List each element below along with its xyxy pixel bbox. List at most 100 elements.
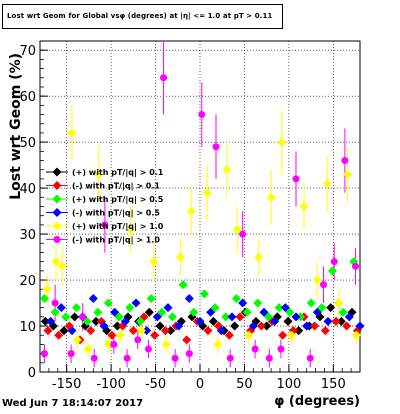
data-point (226, 354, 234, 362)
data-point (274, 303, 284, 313)
y-tick-label: 10 (19, 320, 36, 335)
legend-marker (52, 181, 62, 190)
data-point (292, 175, 300, 183)
data-point (103, 298, 113, 308)
data-point (227, 312, 237, 322)
data-point (238, 298, 248, 308)
data-point (144, 307, 154, 317)
data-point (326, 303, 336, 313)
data-point (277, 345, 285, 353)
data-point (203, 326, 213, 336)
x-tick-label: -100 (96, 377, 126, 392)
data-point (50, 307, 60, 317)
data-point (142, 326, 152, 336)
data-point (125, 303, 135, 313)
legend-label: (+) with pT/|q| > 0.1 (72, 168, 164, 177)
data-point (312, 307, 322, 317)
data-point (178, 280, 188, 290)
data-point (46, 316, 56, 326)
data-point (86, 326, 96, 336)
data-point (323, 316, 333, 326)
y-tick-label: 0 (28, 366, 36, 381)
chart-title: Lost wrt Geom for Global vsφ (degrees) a… (7, 12, 273, 20)
data-point (182, 335, 192, 345)
data-point (72, 335, 82, 345)
data-point (79, 313, 87, 321)
data-point (212, 143, 220, 151)
data-point (265, 354, 273, 362)
data-point (338, 307, 348, 317)
data-point (352, 262, 360, 270)
data-point (43, 326, 53, 336)
data-point (322, 179, 332, 189)
data-point (251, 345, 259, 353)
legend-label: (+) with pT/|q| > 0.5 (72, 195, 164, 204)
data-point (277, 137, 287, 147)
data-point (136, 326, 146, 336)
data-point (317, 303, 327, 313)
y-tick-label: 50 (19, 136, 36, 151)
data-point (242, 307, 252, 317)
data-point (262, 321, 272, 331)
data-point (144, 345, 152, 353)
data-point (110, 340, 118, 348)
axis-ticks: -150 -100 -50 0 50 100 150 0 10 20 30 40 50 60 70 (19, 40, 361, 392)
data-point (40, 316, 50, 326)
data-point (175, 252, 185, 262)
data-point (235, 312, 245, 322)
y-tick-label: 20 (19, 274, 36, 289)
data-point (291, 312, 301, 322)
data-point (126, 224, 136, 234)
data-point (155, 321, 165, 331)
data-point (42, 284, 52, 294)
data-point (254, 252, 264, 262)
data-point (222, 165, 232, 175)
data-point (299, 202, 309, 211)
legend-marker (52, 221, 62, 231)
data-point (294, 326, 304, 336)
data-point (70, 312, 80, 322)
data-point (94, 169, 104, 179)
data-point (206, 307, 216, 317)
data-point (320, 281, 328, 289)
data-point (320, 326, 330, 336)
data-point (259, 307, 269, 317)
x-tick-label: 50 (236, 377, 253, 392)
data-point (327, 266, 337, 276)
data-point (51, 299, 59, 307)
y-tick-label: 30 (19, 228, 36, 243)
legend-marker (52, 194, 62, 204)
data-point (342, 321, 352, 331)
data-point (306, 298, 316, 308)
data-point (202, 188, 212, 198)
data-point (112, 321, 122, 331)
data-point (221, 312, 231, 322)
data-point (186, 206, 196, 216)
y-axis-label: Lost wrt Geom (%) (8, 53, 24, 200)
data-point (163, 303, 173, 313)
data-point (91, 316, 101, 326)
data-point (88, 293, 98, 303)
data-point (266, 192, 276, 202)
data-point (71, 303, 81, 313)
x-tick-label: -150 (52, 377, 82, 392)
data-point (67, 350, 75, 358)
data-point (306, 354, 314, 362)
data-point (67, 326, 77, 336)
data-point (208, 316, 218, 326)
data-point (161, 339, 171, 349)
data-point (244, 330, 254, 340)
data-point (232, 224, 242, 234)
data-point (131, 298, 141, 308)
data-point (216, 326, 226, 336)
data-point (256, 321, 266, 331)
legend-marker (52, 167, 62, 177)
x-tick-label: 100 (276, 377, 301, 392)
x-tick-label: 0 (196, 377, 204, 392)
data-point (54, 330, 64, 340)
data-point (334, 298, 344, 308)
data-point (239, 230, 247, 238)
data-point (99, 321, 109, 331)
data-point (270, 316, 280, 326)
data-point (103, 339, 113, 349)
